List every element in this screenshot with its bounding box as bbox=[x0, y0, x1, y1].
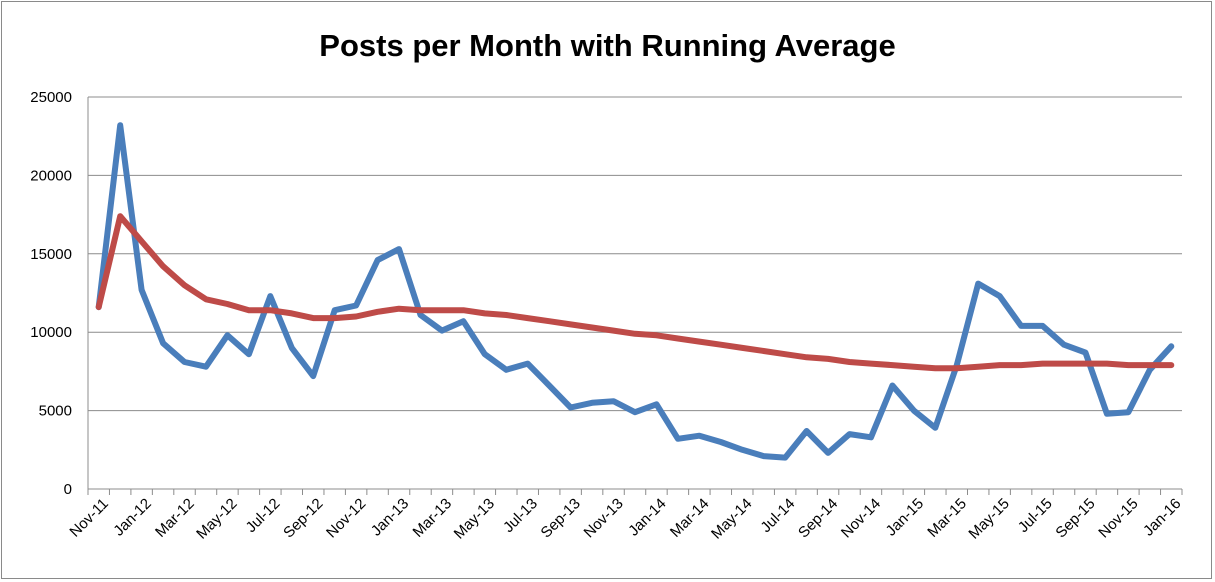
x-tick-label: Sep-14 bbox=[795, 495, 841, 541]
x-tick-label: Nov-14 bbox=[838, 495, 884, 541]
x-tick-label: Jan-12 bbox=[110, 495, 154, 539]
y-tick-label: 25000 bbox=[30, 89, 72, 106]
y-tick-label: 0 bbox=[64, 481, 72, 498]
x-tick-label: Mar-12 bbox=[152, 495, 198, 541]
x-tick-label: Jan-14 bbox=[625, 495, 669, 539]
x-tick-label: Mar-13 bbox=[410, 495, 456, 541]
x-tick-label: Jan-13 bbox=[368, 495, 412, 539]
x-tick-label: Sep-12 bbox=[280, 495, 326, 541]
x-tick-label: Nov-15 bbox=[1095, 495, 1141, 541]
x-tick-label: Jul-15 bbox=[1015, 495, 1056, 536]
y-axis: 0 5000 10000 15000 20000 25000 bbox=[30, 89, 72, 498]
x-tick-label: May-13 bbox=[451, 495, 498, 542]
x-tick-label: Nov-12 bbox=[323, 495, 369, 541]
y-tick-label: 20000 bbox=[30, 167, 72, 184]
x-tick-label: May-14 bbox=[708, 495, 755, 542]
x-tick-label: Sep-13 bbox=[538, 495, 584, 541]
y-tick-label: 10000 bbox=[30, 324, 72, 341]
y-tick-label: 15000 bbox=[30, 246, 72, 263]
x-tick-label: Sep-15 bbox=[1052, 495, 1098, 541]
x-tick-label: Nov-13 bbox=[581, 495, 627, 541]
x-tick-label: Jul-12 bbox=[243, 495, 284, 536]
x-tick-label: Jul-14 bbox=[757, 495, 798, 536]
x-tick-label: Mar-14 bbox=[667, 495, 713, 541]
series-layer bbox=[95, 122, 1175, 461]
x-tick-label: Nov-11 bbox=[66, 495, 111, 540]
x-tick-label: Jul-13 bbox=[500, 495, 541, 536]
x-tick-label: May-15 bbox=[965, 495, 1012, 542]
x-tick-label: Jan-15 bbox=[883, 495, 927, 539]
x-tick-label: May-12 bbox=[193, 495, 240, 542]
series-line-2 bbox=[95, 213, 1175, 372]
x-tick-label: Jan-16 bbox=[1140, 495, 1184, 539]
x-tick-label: Mar-15 bbox=[924, 495, 970, 541]
chart-title: Posts per Month with Running Average bbox=[319, 28, 896, 63]
y-tick-label: 5000 bbox=[39, 403, 72, 420]
